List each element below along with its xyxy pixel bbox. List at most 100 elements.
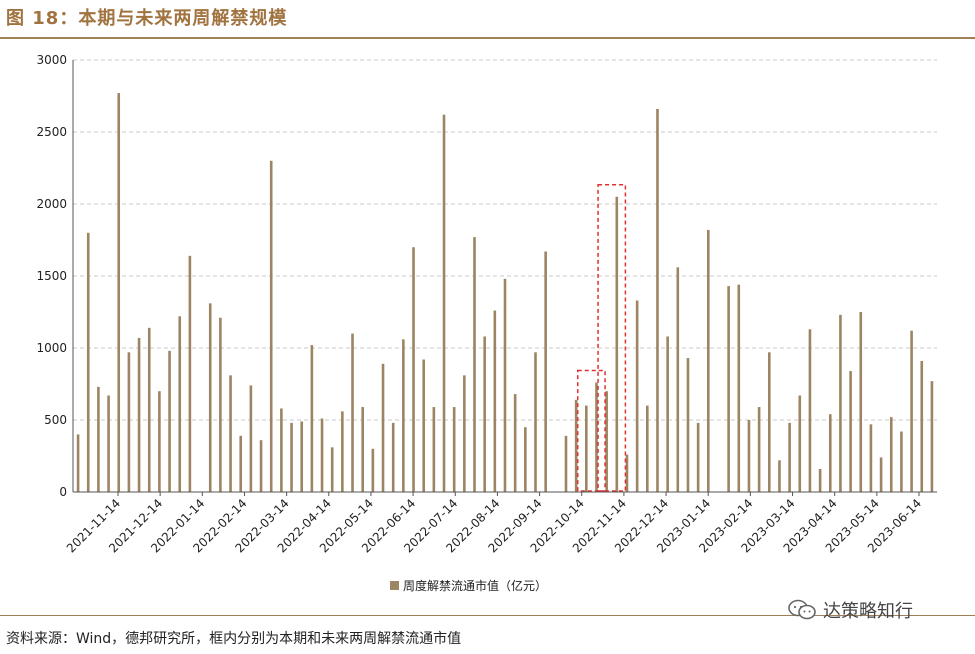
y-tick-label: 500 <box>44 413 67 427</box>
bar <box>605 391 608 492</box>
bar <box>737 284 741 492</box>
bar <box>544 251 547 492</box>
bar <box>432 407 436 492</box>
y-tick-label: 2000 <box>36 197 67 211</box>
bar <box>869 424 873 492</box>
y-tick-label: 0 <box>59 485 67 499</box>
bar <box>747 420 751 492</box>
axes: 0500100015002000250030002021-11-142021-1… <box>36 53 937 555</box>
legend-swatch <box>390 581 399 590</box>
bar <box>269 160 273 493</box>
bar <box>300 421 304 492</box>
y-tick-label: 3000 <box>36 53 67 67</box>
bar <box>615 196 619 493</box>
bar <box>574 399 578 492</box>
bar <box>259 440 263 492</box>
bar <box>503 278 507 492</box>
bar <box>412 247 415 492</box>
bar <box>208 303 212 492</box>
bar <box>361 407 364 492</box>
watermark-text: 达策略知行 <box>823 601 913 622</box>
bar <box>463 375 466 492</box>
legend-label: 周度解禁流通市值（亿元） <box>403 578 547 593</box>
figure-title: 图 18：本期与未来两周解禁规模 <box>6 8 288 29</box>
y-tick-label: 1000 <box>36 341 67 355</box>
bar <box>473 237 476 492</box>
bar <box>534 352 537 492</box>
bar <box>889 417 893 492</box>
bar <box>859 312 863 492</box>
grid-lines <box>73 59 937 421</box>
bar <box>168 350 171 492</box>
bar <box>727 286 730 492</box>
bar <box>229 375 232 492</box>
bar <box>930 381 934 492</box>
bar <box>828 414 832 492</box>
highlight-box <box>597 184 627 492</box>
bar <box>371 448 375 492</box>
bar <box>117 93 121 493</box>
bar <box>839 314 842 492</box>
bar <box>320 418 324 492</box>
bar <box>178 316 182 492</box>
bar <box>147 327 151 492</box>
bar <box>900 431 903 492</box>
bar <box>280 408 283 492</box>
bar <box>381 363 385 492</box>
bar <box>625 454 629 492</box>
bar <box>452 407 456 492</box>
bar <box>310 345 314 492</box>
bar <box>778 460 781 492</box>
bar <box>524 427 527 492</box>
bar <box>635 300 639 492</box>
bar <box>666 336 669 492</box>
bar <box>564 435 568 492</box>
bar <box>249 385 253 492</box>
bars <box>76 93 934 493</box>
bar <box>910 330 913 492</box>
bar <box>706 229 710 493</box>
bar <box>788 422 791 492</box>
bar <box>493 310 497 492</box>
bar <box>686 358 690 492</box>
bar <box>920 360 924 492</box>
wechat-watermark: 达策略知行 <box>787 597 913 623</box>
bar <box>646 405 649 492</box>
bar <box>585 405 588 492</box>
bar <box>513 394 517 492</box>
highlight-boxes <box>576 184 627 492</box>
bar <box>158 391 161 492</box>
bar <box>86 232 90 493</box>
bar <box>239 435 243 492</box>
bar <box>188 255 192 492</box>
bottom-divider <box>0 615 975 616</box>
bar <box>696 422 700 492</box>
bar <box>127 352 131 492</box>
y-tick-label: 1500 <box>36 269 67 283</box>
bar <box>818 468 822 492</box>
bar <box>97 386 100 492</box>
bar <box>676 267 680 492</box>
bar <box>879 457 883 492</box>
bar <box>798 395 802 492</box>
bar <box>849 371 852 492</box>
bar <box>483 336 486 492</box>
bar <box>137 337 141 492</box>
bar <box>107 395 110 492</box>
bar <box>442 114 446 492</box>
highlight-box <box>576 369 606 492</box>
bar <box>351 333 354 492</box>
wechat-icon <box>788 599 816 620</box>
bar <box>341 411 344 492</box>
bar <box>76 434 80 492</box>
top-divider <box>0 37 975 39</box>
bar <box>402 339 405 492</box>
bar <box>595 382 598 492</box>
y-tick-label: 2500 <box>36 125 67 139</box>
legend: 周度解禁流通市值（亿元） <box>390 578 547 593</box>
bar <box>422 359 425 492</box>
bar <box>767 352 771 492</box>
bar <box>290 422 293 492</box>
bar-chart: 0500100015002000250030002021-11-142021-1… <box>36 53 937 593</box>
bar <box>757 407 761 492</box>
